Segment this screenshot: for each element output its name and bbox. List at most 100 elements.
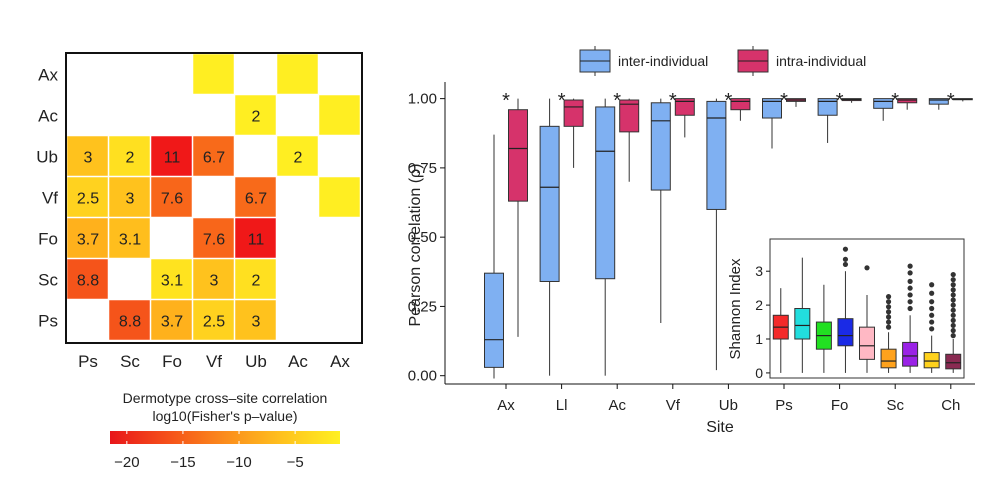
heatmap-cell-vf-sc <box>108 176 151 218</box>
y-axis: 0.00 0.25 0.50 0.75 1.00 <box>408 82 446 385</box>
box-body <box>706 100 727 210</box>
inset-outlier-point <box>950 322 956 329</box>
x-tick-label-ps: Ps <box>775 397 793 414</box>
inset-outlier-point <box>907 292 913 298</box>
colorbar-tick-label: −15 <box>170 454 195 471</box>
box-body <box>595 106 616 280</box>
column-label-fo: Fo <box>162 352 182 371</box>
column-label-ax: Ax <box>330 352 350 371</box>
colorbar-tick-label: −20 <box>114 454 139 471</box>
box-body <box>897 98 918 104</box>
significance-star: * <box>947 90 955 112</box>
inset-y-axis: 0 1 2 3 <box>755 263 770 381</box>
inset-box <box>859 265 875 373</box>
significance-star: * <box>725 90 733 112</box>
box-intra-individual-vf <box>674 98 695 138</box>
box-inter-individual-fo <box>817 98 838 143</box>
inset-outlier-point <box>842 256 849 262</box>
inset-outlier-point <box>885 299 892 305</box>
inset-outlier-point <box>950 271 956 278</box>
box-intra-individual-ub <box>730 98 751 121</box>
column-label-sc: Sc <box>120 352 140 371</box>
heatmap-cell-ps-sc <box>108 299 151 341</box>
heatmap-cell-sc-vf <box>192 258 235 300</box>
heatmap-cell-fo-ps <box>66 217 109 259</box>
significance-star: * <box>502 90 510 112</box>
inset-outlier-point <box>907 305 913 312</box>
significance-star: * <box>891 90 899 112</box>
x-tick-label-sc: Sc <box>886 397 904 414</box>
box-body <box>484 272 504 368</box>
heatmap-frame <box>65 52 363 344</box>
inset-box <box>880 294 897 373</box>
row-label-ub: Ub <box>36 148 58 167</box>
inset-outlier-point <box>929 326 935 332</box>
box-intra-individual-sc <box>897 98 918 110</box>
colorbar-title-line1: Dermotype cross–site correlation <box>123 390 328 406</box>
y-axis-title: Pearson correlation (ρ) <box>407 164 424 327</box>
inset-outlier-point <box>907 285 913 291</box>
box-inter-individual-ll <box>539 98 560 376</box>
box-intra-individual-ax <box>508 98 528 337</box>
heatmap-cell-label: 6.7 <box>203 150 225 167</box>
boxplot-panel: inter-individual intra-individual Pearson… <box>407 46 975 436</box>
heatmap-cell-ps-fo <box>150 299 193 341</box>
heatmap-cell-label: 7.6 <box>161 191 183 208</box>
colorbar-tick-label: −5 <box>287 454 304 471</box>
row-label-ac: Ac <box>38 107 58 126</box>
heatmap-cell-sc-ps <box>66 258 109 300</box>
significance-star: * <box>669 90 677 112</box>
heatmap-cell-label: 2 <box>294 150 303 167</box>
heatmap-cell-ac-ax <box>318 94 361 136</box>
heatmap-cell-fo-ub <box>234 217 277 259</box>
x-tick-label-ax: Ax <box>497 397 515 414</box>
colorbar-ticks: −20 −15 −10 −5 <box>114 431 304 471</box>
inset-outlier-point <box>950 327 956 334</box>
heatmap-cell-ax-vf <box>192 53 235 95</box>
row-label-ax: Ax <box>38 66 58 85</box>
inset-outlier-point <box>929 282 935 288</box>
heatmap-cell-vf-ub <box>234 176 277 218</box>
heatmap-cells: 2 3 2 11 6.7 2 2.5 3 7.6 6.7 3.7 3.1 7.6 11 8.8 3.1 3 2 8.… <box>66 53 361 341</box>
heatmap-cell-label: 11 <box>164 150 181 167</box>
box-body <box>650 102 671 191</box>
y-tick-label: 0.75 <box>408 160 437 177</box>
heatmap-cell-fo-sc <box>108 217 151 259</box>
heatmap-cell-label: 3.7 <box>161 314 183 331</box>
row-label-fo: Fo <box>38 230 58 249</box>
heatmap-cell-vf-fo <box>150 176 193 218</box>
box-body <box>730 98 751 111</box>
heatmap-cell-ub-sc <box>108 135 151 177</box>
box-body <box>619 99 640 133</box>
inset-outlier-point <box>950 307 956 313</box>
x-tick-label-vf: Vf <box>666 397 681 414</box>
x-tick-label-ac: Ac <box>608 397 626 414</box>
box-inter-individual-ps <box>762 98 782 149</box>
heatmap-cell-ub-vf <box>192 135 235 177</box>
inset-outlier-point <box>950 317 956 323</box>
inset-outlier-point <box>885 319 892 325</box>
inset-outlier-point <box>929 305 935 312</box>
heatmap-cell-vf-ax <box>318 176 361 218</box>
inset-outlier-point <box>907 299 913 305</box>
box-intra-individual-ps <box>786 98 806 107</box>
inset-outlier-point <box>950 292 956 298</box>
column-label-vf: Vf <box>206 352 222 371</box>
inset-outlier-point <box>842 246 849 252</box>
box-intra-individual-ac <box>619 98 640 182</box>
inset-outlier-point <box>929 299 935 305</box>
x-axis: Ax Ll Ac Vf Ub Ps Fo Sc Ch <box>445 383 975 414</box>
inset-outlier-point <box>950 297 956 303</box>
heatmap-cell-label: 8.8 <box>119 314 141 331</box>
colorbar-tick-label: −10 <box>226 454 251 471</box>
box-inter-individual-ch <box>928 98 949 110</box>
box-intra-individual-ll <box>563 98 584 168</box>
inset-outlier-point <box>907 278 913 284</box>
heatmap-cell-ub-fo <box>150 135 193 177</box>
box-body <box>508 109 528 202</box>
colorbar <box>110 431 340 444</box>
inset-outlier-point <box>864 265 870 271</box>
heatmap-row-labels: Ax Ac Ub Vf Fo Sc Ps <box>36 66 58 331</box>
row-label-ps: Ps <box>38 312 58 331</box>
inset-outlier-point <box>885 294 892 300</box>
